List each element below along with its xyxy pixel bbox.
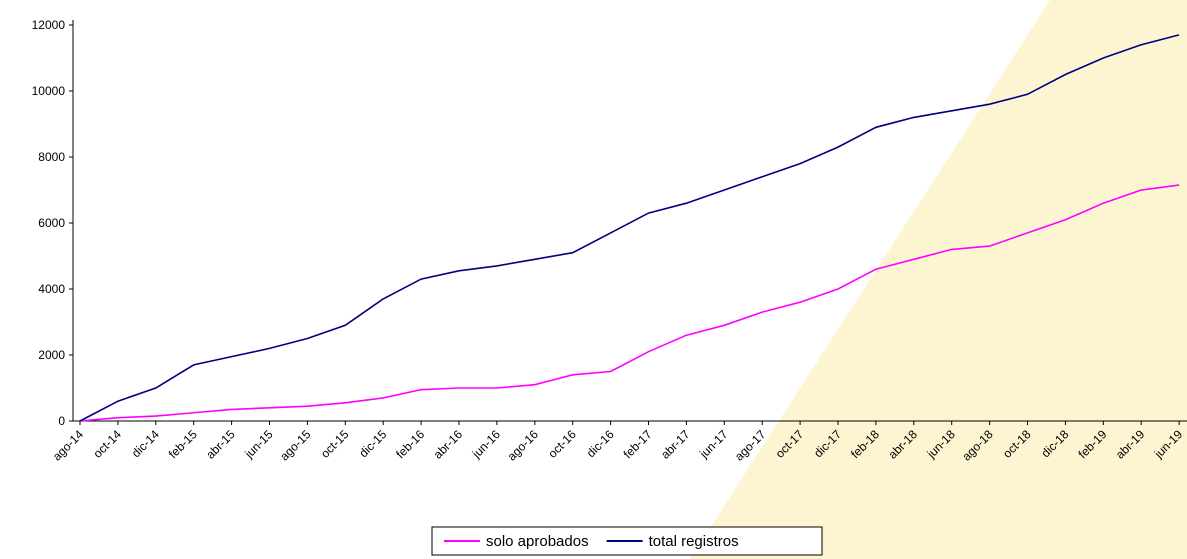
x-tick-label: feb-15 bbox=[166, 427, 200, 461]
y-tick-label: 12000 bbox=[32, 18, 66, 32]
x-tick-label: feb-16 bbox=[393, 427, 427, 461]
x-tick-label: oct-14 bbox=[91, 427, 125, 461]
x-tick-label: dic-16 bbox=[584, 427, 617, 460]
y-tick-label: 2000 bbox=[38, 348, 65, 362]
series-line bbox=[79, 184, 1180, 422]
y-tick-label: 0 bbox=[58, 414, 65, 428]
x-tick-label: oct-16 bbox=[545, 427, 579, 461]
x-tick-label: dic-15 bbox=[356, 427, 389, 460]
x-tick-label: jun-15 bbox=[241, 427, 275, 461]
legend-label: solo aprobados bbox=[486, 533, 589, 550]
y-tick-label: 6000 bbox=[38, 216, 65, 230]
x-tick-label: feb-17 bbox=[621, 427, 655, 461]
x-tick-label: oct-15 bbox=[318, 427, 352, 461]
x-tick-label: abr-16 bbox=[431, 427, 466, 462]
x-tick-label: jun-17 bbox=[696, 427, 730, 461]
x-tick-label: ago-16 bbox=[505, 427, 542, 464]
x-tick-label: ago-15 bbox=[277, 427, 314, 464]
y-tick-label: 10000 bbox=[32, 84, 66, 98]
legend-label: total registros bbox=[649, 533, 739, 550]
y-tick-label: 8000 bbox=[38, 150, 65, 164]
x-tick-label: ago-14 bbox=[50, 427, 87, 464]
x-tick-label: dic-14 bbox=[129, 427, 162, 460]
x-tick-label: abr-15 bbox=[203, 427, 238, 462]
background-shape bbox=[690, 0, 1187, 559]
x-tick-label: abr-17 bbox=[658, 427, 693, 462]
y-tick-label: 4000 bbox=[38, 282, 65, 296]
series-line bbox=[79, 34, 1180, 422]
x-tick-label: jun-16 bbox=[469, 427, 503, 461]
